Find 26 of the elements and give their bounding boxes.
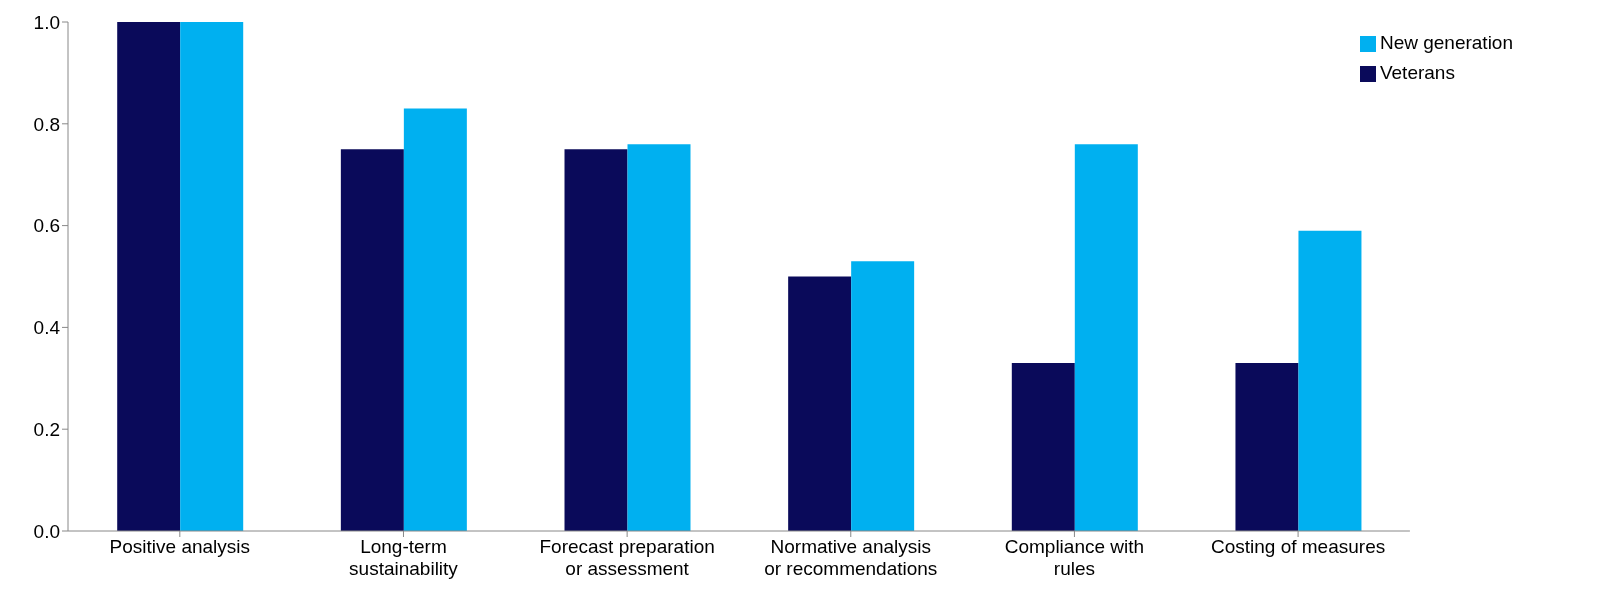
x-tick-label: Normative analysis or recommendations	[764, 536, 938, 579]
x-tick-label: Long-term sustainability	[349, 536, 459, 579]
bar	[1298, 230, 1362, 531]
y-tick-label: 0.6	[33, 215, 60, 237]
y-tick-label: 0.4	[33, 317, 61, 339]
bar	[403, 108, 467, 531]
bar	[1235, 363, 1299, 531]
y-tick-label: 1.0	[33, 11, 60, 33]
legend-label: Veterans	[1379, 62, 1455, 83]
bar	[340, 149, 404, 531]
bar	[788, 276, 852, 531]
bar	[564, 149, 628, 531]
bar	[180, 22, 244, 531]
x-tick-label: Costing of measures	[1210, 536, 1386, 557]
y-tick-label: 0.8	[33, 113, 60, 135]
bar	[117, 22, 181, 531]
x-tick-label: Positive analysis	[109, 536, 251, 557]
bar	[851, 261, 915, 531]
bar	[1074, 144, 1138, 531]
y-tick-label: 0.0	[33, 520, 60, 542]
x-tick-label: Forecast preparation or assessment	[539, 536, 715, 579]
legend-label: New generation	[1379, 32, 1513, 53]
y-tick-label: 0.2	[33, 418, 60, 440]
x-tick-label: Compliance with rules	[1004, 536, 1145, 579]
bar	[1011, 363, 1075, 531]
bar	[627, 144, 691, 531]
